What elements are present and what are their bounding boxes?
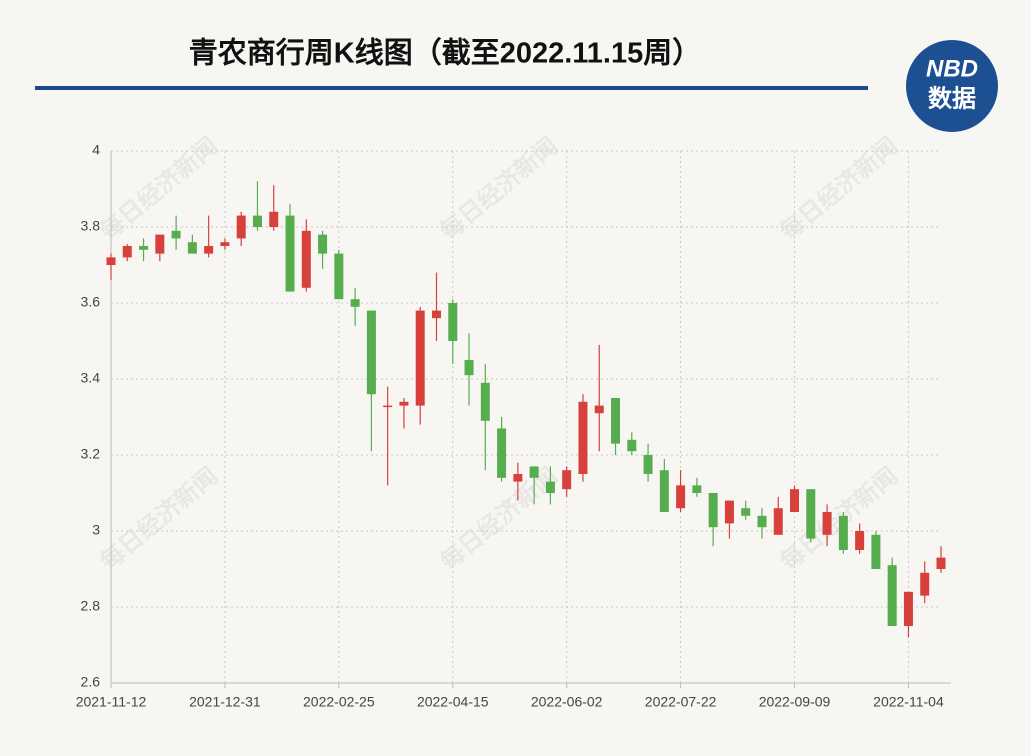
- x-tick-label: 2021-11-12: [76, 694, 147, 710]
- candle-body: [187, 242, 197, 254]
- candle-body: [659, 470, 669, 512]
- y-tick-label: 2.8: [81, 598, 101, 614]
- candle-body: [252, 215, 262, 227]
- candle-body: [383, 405, 393, 408]
- candle-body: [155, 234, 165, 254]
- candle-body: [920, 572, 930, 596]
- y-tick-label: 3.2: [81, 446, 101, 462]
- candle-body: [903, 591, 913, 626]
- candle-body: [806, 489, 816, 539]
- candle-body: [838, 515, 848, 550]
- candle-body: [741, 508, 751, 516]
- candle-body: [318, 234, 328, 254]
- candle-body: [497, 428, 507, 478]
- chart-title: 青农商行周K线图（截至2022.11.15周）: [189, 37, 702, 70]
- logo-brand: NBD: [926, 55, 978, 82]
- y-tick-label: 3.4: [81, 370, 101, 386]
- candle-body: [334, 253, 344, 300]
- y-tick-label: 4: [92, 142, 100, 158]
- candle-body: [773, 508, 783, 535]
- x-tick-label: 2021-12-31: [189, 694, 261, 710]
- y-tick-label: 3: [92, 522, 100, 538]
- candle-body: [220, 242, 230, 246]
- candle-body: [936, 557, 946, 569]
- candle-body: [887, 565, 897, 626]
- candle-body: [464, 360, 474, 376]
- candle-body: [578, 401, 588, 474]
- x-tick-label: 2022-07-22: [645, 694, 717, 710]
- x-tick-label: 2022-11-04: [873, 694, 944, 710]
- candle-body: [594, 405, 604, 414]
- candle-body: [822, 512, 832, 535]
- candle-body: [301, 230, 311, 288]
- candle-body: [676, 485, 686, 509]
- candle-body: [171, 230, 181, 239]
- candle-body: [269, 211, 279, 227]
- candle-body: [855, 531, 865, 550]
- candle-body: [790, 489, 800, 512]
- candle-body: [529, 466, 539, 478]
- candle-body: [106, 257, 116, 265]
- candle-body: [692, 485, 702, 493]
- logo-badge: [906, 40, 998, 132]
- candle-body: [350, 299, 360, 307]
- x-tick-label: 2022-04-15: [417, 694, 489, 710]
- candle-body: [415, 310, 425, 406]
- y-tick-label: 3.6: [81, 294, 101, 310]
- y-tick-label: 3.8: [81, 218, 101, 234]
- candle-body: [513, 474, 523, 482]
- y-tick-label: 2.6: [81, 674, 101, 690]
- candle-body: [431, 310, 441, 319]
- candle-body: [643, 455, 653, 474]
- x-tick-label: 2022-02-25: [303, 694, 375, 710]
- candle-body: [611, 398, 621, 444]
- candle-body: [871, 534, 881, 569]
- candle-body: [480, 382, 490, 421]
- candle-body: [627, 439, 637, 452]
- candle-body: [122, 246, 132, 258]
- x-tick-label: 2022-09-09: [759, 694, 831, 710]
- candle-body: [236, 215, 246, 239]
- candle-body: [562, 470, 572, 490]
- candle-body: [399, 401, 409, 406]
- candle-body: [204, 246, 214, 254]
- candle-body: [448, 303, 458, 341]
- title-rule: [35, 86, 868, 90]
- candle-body: [757, 515, 767, 528]
- candle-body: [724, 500, 734, 524]
- candle-body: [139, 246, 149, 250]
- candle-body: [285, 215, 295, 292]
- x-tick-label: 2022-06-02: [531, 694, 603, 710]
- logo-label: 数据: [928, 85, 976, 112]
- candle-body: [708, 493, 718, 528]
- candle-body: [545, 481, 555, 493]
- candle-body: [366, 310, 376, 395]
